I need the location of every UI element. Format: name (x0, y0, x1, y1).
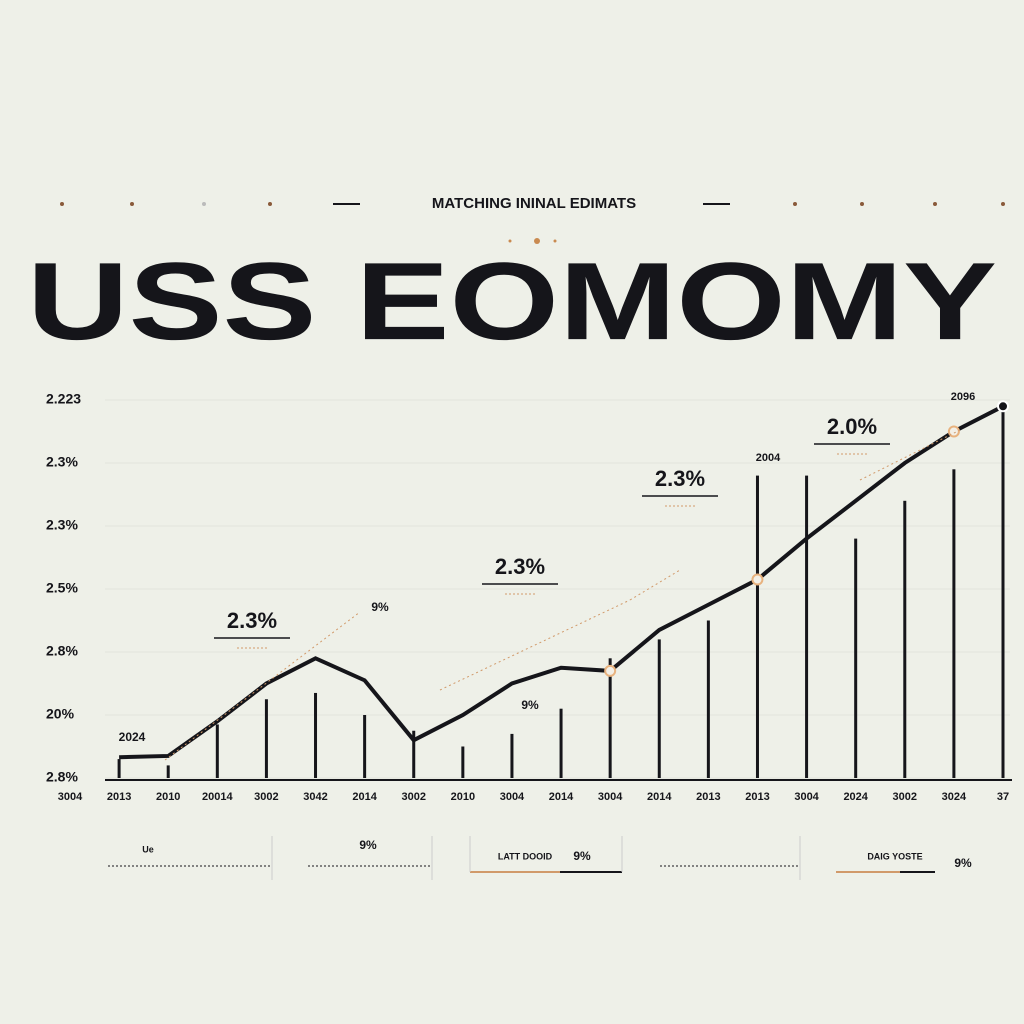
annotation: 2.3% (227, 608, 277, 633)
annotation: 2024 (119, 730, 146, 744)
x-tick-label: 3004 (500, 791, 525, 803)
bar (215, 724, 219, 778)
point (947, 425, 960, 438)
x-tick-label: 3042 (303, 791, 327, 803)
footer-label: 9% (573, 849, 591, 863)
x-tick-label: 2013 (107, 791, 131, 803)
annotation: 9% (521, 698, 539, 712)
y-tick-label: 20% (46, 706, 75, 722)
bar (805, 475, 809, 778)
x-tick-label: 2013 (745, 791, 769, 803)
x-tick-label: 3002 (401, 791, 425, 803)
bar (461, 746, 465, 778)
title: USS EOMOMY (27, 240, 997, 363)
bar (412, 730, 416, 778)
bar (117, 759, 121, 778)
x-tick-label: 2010 (451, 791, 475, 803)
annotation: 2.0% (827, 414, 877, 439)
bar (363, 715, 367, 778)
y-tick-label: 2.5% (46, 580, 78, 596)
footer-label: Ue (142, 844, 154, 854)
footer-label: 9% (954, 856, 972, 870)
point (997, 400, 1009, 413)
x-tick-label: 3004 (58, 791, 83, 803)
footer-label: 9% (359, 838, 377, 852)
bar (608, 658, 612, 778)
subtitle: MATCHING ININAL EDIMATS (432, 195, 636, 212)
bar (854, 538, 858, 778)
y-tick-label: 2.3% (46, 517, 78, 533)
bar (657, 639, 661, 778)
bar (903, 500, 907, 778)
x-tick-label: 2014 (352, 791, 377, 803)
bar (952, 469, 956, 778)
connector (859, 429, 961, 481)
x-tick-label: 3004 (598, 791, 623, 803)
bar (755, 475, 759, 778)
connector (164, 611, 361, 761)
bar (1001, 409, 1005, 778)
footer-label: LATT DOOID (498, 851, 553, 861)
decorations (60, 202, 1005, 244)
y-tick-label: 2.3% (46, 454, 78, 470)
x-tick-label: 2013 (696, 791, 720, 803)
point (604, 664, 617, 677)
bar (264, 699, 268, 778)
x-tick-label: 2014 (647, 791, 672, 803)
bar (706, 620, 710, 778)
bar (314, 692, 318, 778)
annotation: 2.3% (495, 554, 545, 579)
x-tick-label: 20014 (202, 791, 233, 803)
connector (439, 599, 631, 691)
x-tick-label: 3002 (893, 791, 917, 803)
annotation: 2.3% (655, 466, 705, 491)
y-tick-label: 2.8% (46, 643, 78, 659)
x-tick-label: 2024 (843, 791, 868, 803)
x-tick-label: 3004 (794, 791, 819, 803)
x-tick-label: 3002 (254, 791, 278, 803)
x-tick-label: 2014 (549, 791, 574, 803)
y-tick-label: 2.8% (46, 769, 78, 785)
x-tick-label: 3024 (942, 791, 967, 803)
x-tick-label: 2010 (156, 791, 180, 803)
bar (166, 765, 170, 778)
y-tick-label: 2.223 (46, 391, 81, 407)
bar (559, 708, 563, 778)
line (119, 404, 1004, 760)
annotation: 9% (371, 600, 389, 614)
bar (510, 733, 514, 778)
annotation: 2004 (756, 452, 781, 464)
point (751, 573, 764, 586)
footer-label: DAIG YOSTE (867, 851, 922, 861)
x-tick-label: 37 (997, 791, 1009, 803)
annotation: 2096 (951, 391, 975, 403)
footer (108, 836, 935, 880)
